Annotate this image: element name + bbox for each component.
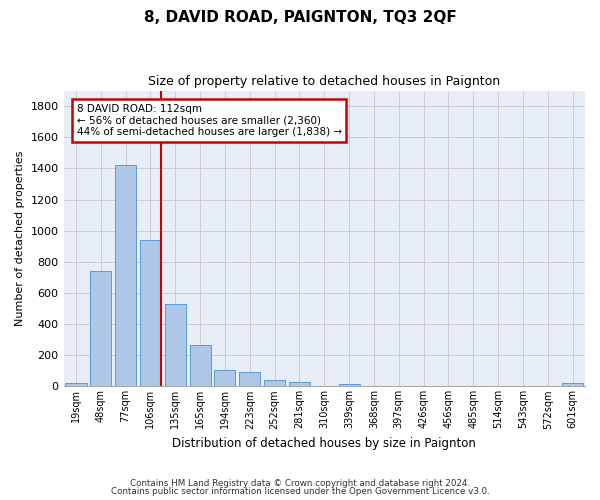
- Text: Contains HM Land Registry data © Crown copyright and database right 2024.: Contains HM Land Registry data © Crown c…: [130, 478, 470, 488]
- Bar: [338, 384, 359, 386]
- Text: 8, DAVID ROAD, PAIGNTON, TQ3 2QF: 8, DAVID ROAD, PAIGNTON, TQ3 2QF: [143, 10, 457, 25]
- Bar: [239, 372, 260, 386]
- Bar: [90, 271, 112, 386]
- Bar: [264, 380, 285, 386]
- Bar: [65, 384, 86, 386]
- Bar: [115, 166, 136, 386]
- Bar: [165, 304, 186, 386]
- Bar: [140, 240, 161, 386]
- Bar: [289, 382, 310, 386]
- Bar: [190, 345, 211, 387]
- Text: Contains public sector information licensed under the Open Government Licence v3: Contains public sector information licen…: [110, 487, 490, 496]
- Bar: [562, 384, 583, 386]
- Text: 8 DAVID ROAD: 112sqm
← 56% of detached houses are smaller (2,360)
44% of semi-de: 8 DAVID ROAD: 112sqm ← 56% of detached h…: [77, 104, 342, 137]
- Bar: [214, 370, 235, 386]
- Y-axis label: Number of detached properties: Number of detached properties: [15, 151, 25, 326]
- Title: Size of property relative to detached houses in Paignton: Size of property relative to detached ho…: [148, 75, 500, 88]
- X-axis label: Distribution of detached houses by size in Paignton: Distribution of detached houses by size …: [172, 437, 476, 450]
